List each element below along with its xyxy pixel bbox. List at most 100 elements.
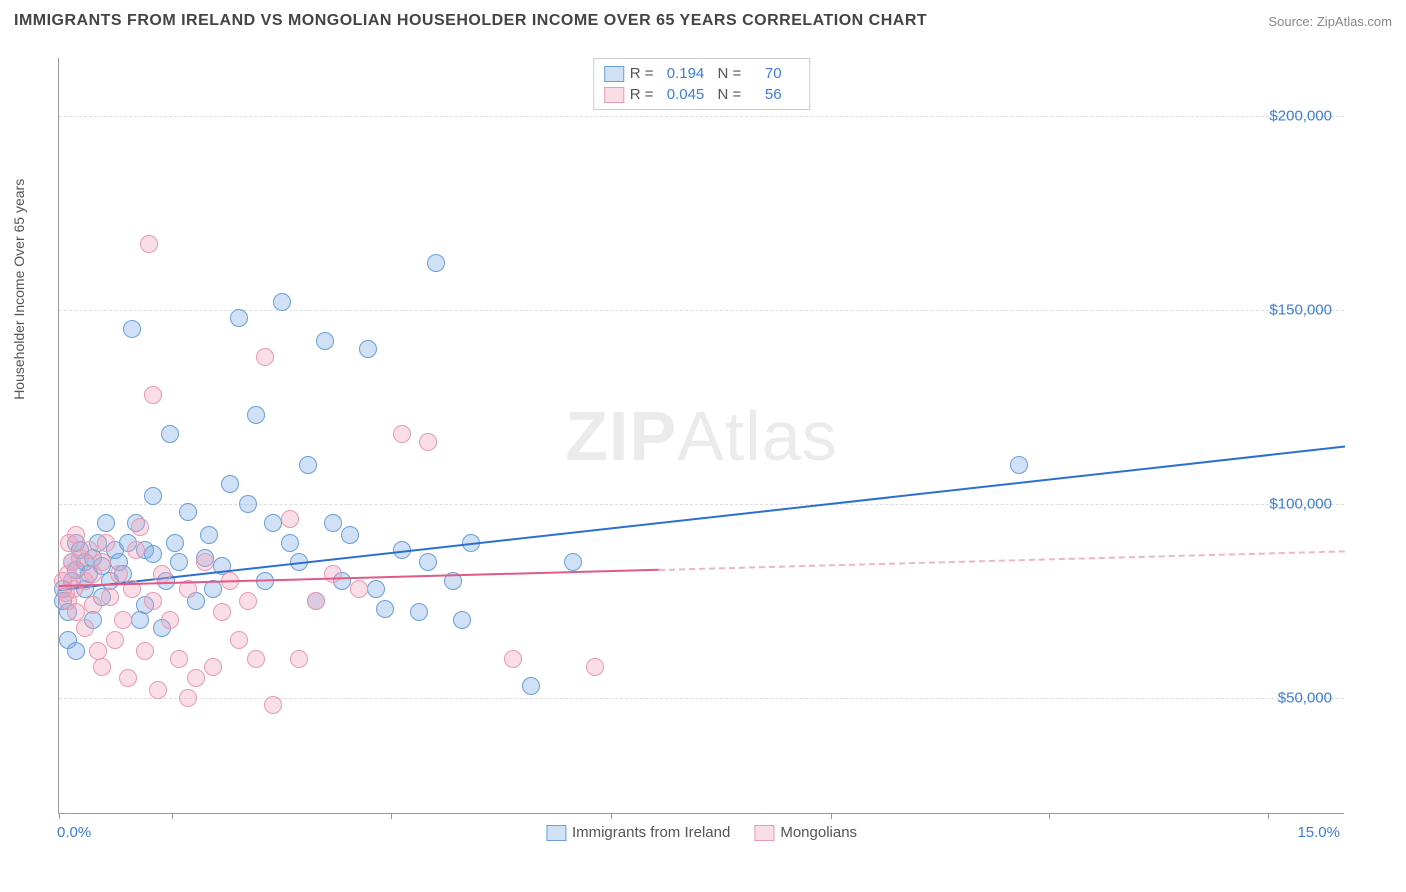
data-point-ireland: [161, 425, 179, 443]
x-tick: [1268, 813, 1269, 819]
trendline-mongolian-dashed: [659, 550, 1345, 571]
data-point-ireland: [144, 545, 162, 563]
data-point-ireland: [273, 293, 291, 311]
data-point-mongolian: [110, 565, 128, 583]
data-point-mongolian: [393, 425, 411, 443]
data-point-mongolian: [324, 565, 342, 583]
data-point-mongolian: [93, 553, 111, 571]
data-point-ireland: [299, 456, 317, 474]
x-tick: [611, 813, 612, 819]
data-point-mongolian: [93, 658, 111, 676]
data-point-mongolian: [101, 588, 119, 606]
x-tick: [1049, 813, 1050, 819]
data-point-mongolian: [419, 433, 437, 451]
data-point-mongolian: [586, 658, 604, 676]
x-axis-min-label: 0.0%: [57, 824, 91, 841]
legend-item-ireland: Immigrants from Ireland: [546, 824, 730, 841]
data-point-mongolian: [114, 611, 132, 629]
data-point-ireland: [247, 406, 265, 424]
source-attribution: Source: ZipAtlas.com: [1268, 14, 1392, 29]
y-axis-title: Householder Income Over 65 years: [11, 178, 27, 399]
x-tick: [391, 813, 392, 819]
data-point-ireland: [97, 514, 115, 532]
data-point-mongolian: [76, 619, 94, 637]
chart-title: IMMIGRANTS FROM IRELAND VS MONGOLIAN HOU…: [14, 12, 927, 30]
data-point-ireland: [359, 340, 377, 358]
data-point-mongolian: [106, 631, 124, 649]
x-tick: [172, 813, 173, 819]
gridline: [59, 116, 1344, 117]
data-point-mongolian: [204, 658, 222, 676]
data-point-ireland: [316, 332, 334, 350]
y-tick-label: $50,000: [1278, 689, 1332, 706]
watermark: ZIPAtlas: [565, 396, 838, 476]
data-point-ireland: [281, 534, 299, 552]
data-point-ireland: [144, 487, 162, 505]
data-point-ireland: [239, 495, 257, 513]
data-point-ireland: [564, 553, 582, 571]
y-tick-label: $100,000: [1269, 495, 1332, 512]
data-point-ireland: [230, 309, 248, 327]
data-point-mongolian: [307, 592, 325, 610]
y-tick-label: $200,000: [1269, 108, 1332, 125]
data-point-mongolian: [290, 650, 308, 668]
data-point-ireland: [123, 320, 141, 338]
data-point-mongolian: [127, 541, 145, 559]
data-point-mongolian: [144, 592, 162, 610]
data-point-mongolian: [350, 580, 368, 598]
data-point-mongolian: [136, 642, 154, 660]
data-point-ireland: [131, 611, 149, 629]
x-tick: [831, 813, 832, 819]
data-point-mongolian: [239, 592, 257, 610]
stats-legend-row-ireland: R =0.194N =70: [604, 63, 800, 84]
gridline: [59, 310, 1344, 311]
data-point-ireland: [376, 600, 394, 618]
gridline: [59, 698, 1344, 699]
data-point-mongolian: [230, 631, 248, 649]
data-point-mongolian: [119, 669, 137, 687]
data-point-ireland: [427, 254, 445, 272]
x-tick: [59, 813, 60, 819]
data-point-ireland: [324, 514, 342, 532]
data-point-mongolian: [187, 669, 205, 687]
data-point-mongolian: [264, 696, 282, 714]
data-point-ireland: [166, 534, 184, 552]
y-tick-label: $150,000: [1269, 302, 1332, 319]
data-point-mongolian: [247, 650, 265, 668]
data-point-ireland: [170, 553, 188, 571]
data-point-mongolian: [256, 348, 274, 366]
data-point-mongolian: [213, 603, 231, 621]
data-point-mongolian: [196, 553, 214, 571]
data-point-mongolian: [153, 565, 171, 583]
data-point-ireland: [453, 611, 471, 629]
data-point-ireland: [367, 580, 385, 598]
data-point-ireland: [522, 677, 540, 695]
data-point-mongolian: [140, 235, 158, 253]
data-point-mongolian: [131, 518, 149, 536]
x-axis-max-label: 15.0%: [1297, 824, 1340, 841]
data-point-mongolian: [144, 386, 162, 404]
data-point-ireland: [264, 514, 282, 532]
data-point-mongolian: [67, 526, 85, 544]
data-point-mongolian: [170, 650, 188, 668]
data-point-mongolian: [161, 611, 179, 629]
data-point-ireland: [341, 526, 359, 544]
data-point-mongolian: [149, 681, 167, 699]
data-point-ireland: [200, 526, 218, 544]
data-point-ireland: [179, 503, 197, 521]
plot-area: Householder Income Over 65 years ZIPAtla…: [58, 58, 1344, 814]
series-legend: Immigrants from Ireland Mongolians: [546, 824, 857, 841]
data-point-ireland: [221, 475, 239, 493]
stats-legend: R =0.194N =70R =0.045N =56: [593, 58, 811, 110]
data-point-mongolian: [281, 510, 299, 528]
data-point-ireland: [410, 603, 428, 621]
data-point-mongolian: [84, 596, 102, 614]
data-point-ireland: [419, 553, 437, 571]
data-point-mongolian: [97, 534, 115, 552]
data-point-mongolian: [179, 689, 197, 707]
data-point-ireland: [67, 642, 85, 660]
data-point-mongolian: [504, 650, 522, 668]
legend-item-mongolian: Mongolians: [754, 824, 857, 841]
data-point-ireland: [1010, 456, 1028, 474]
stats-legend-row-mongolian: R =0.045N =56: [604, 84, 800, 105]
